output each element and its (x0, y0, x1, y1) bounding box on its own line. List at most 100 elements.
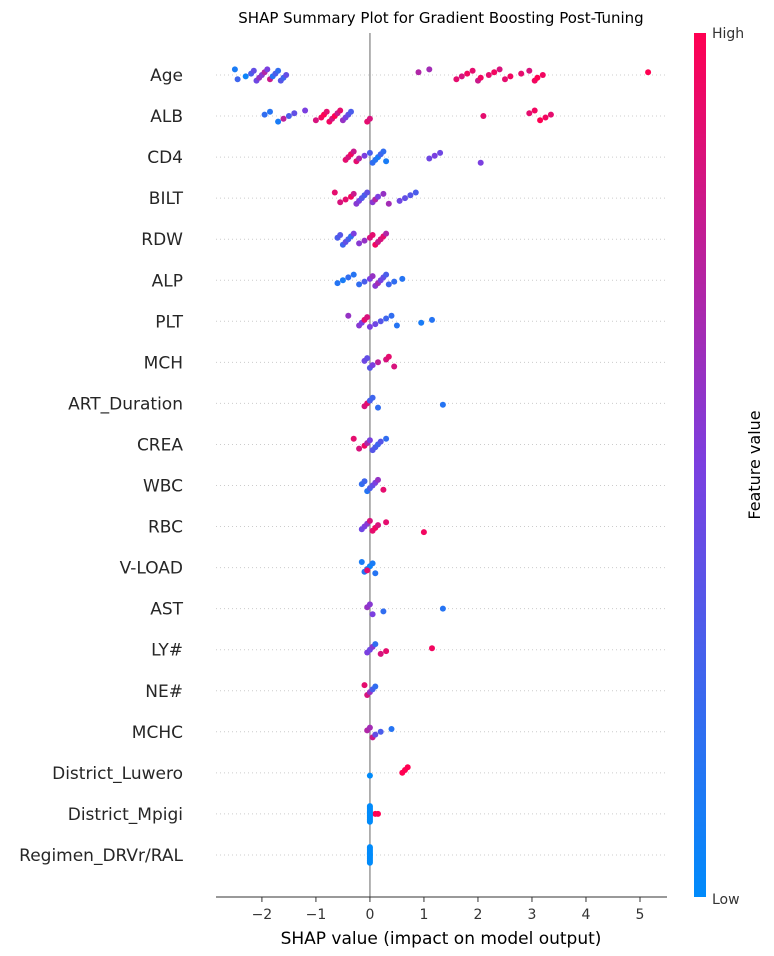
shap-point (361, 237, 368, 244)
colorbar: High Low Feature value (694, 26, 764, 908)
shap-point (439, 401, 446, 408)
shap-point (407, 192, 414, 199)
shap-point (418, 319, 425, 326)
shap-point (364, 189, 371, 196)
shap-point (388, 312, 395, 319)
shap-point (375, 404, 381, 411)
shap-point (429, 645, 435, 652)
colorbar-gradient (694, 33, 706, 897)
shap-point (415, 69, 422, 76)
shap-point (350, 435, 357, 442)
shap-point (391, 363, 398, 370)
shap-point (339, 277, 346, 284)
shap-point (369, 232, 376, 238)
shap-point (366, 772, 373, 779)
shap-point (361, 478, 368, 485)
shap-point (383, 315, 390, 322)
shap-point (437, 149, 444, 156)
feature-label: WBC (143, 477, 183, 497)
feature-label: BILT (149, 189, 184, 209)
shap-point (369, 560, 376, 567)
shap-point (366, 437, 373, 444)
shap-point (477, 159, 484, 166)
shap-point (485, 72, 492, 78)
shap-point (364, 355, 371, 362)
shap-point (420, 529, 427, 536)
x-axis-ticks: −2 −1 0 1 2 3 4 5 (252, 897, 645, 923)
feature-label: Regimen_DRVr/RAL (19, 846, 183, 866)
shap-point (429, 316, 435, 323)
shap-point (383, 271, 390, 278)
shap-point (364, 567, 371, 574)
shap-point (231, 66, 238, 73)
shap-point (302, 107, 309, 114)
shap-point (380, 190, 387, 197)
shap-point (261, 111, 268, 118)
shap-point (337, 199, 344, 206)
shap-point (366, 517, 373, 524)
shap-point (372, 683, 379, 690)
shap-point (426, 66, 433, 73)
shap-point (518, 70, 525, 77)
shap-point (366, 601, 373, 608)
shap-point (323, 108, 330, 115)
shap-point (264, 66, 271, 73)
shap-point (375, 193, 381, 200)
shap-point (539, 72, 546, 78)
shap-point (383, 230, 390, 237)
shap-point (377, 438, 384, 445)
shap-point (291, 110, 298, 117)
feature-label: MCH (144, 353, 183, 373)
shap-point (542, 114, 549, 121)
shap-point (350, 148, 357, 155)
feature-labels: Age ALB CD4 BILT RDW ALP PLT MCH ART_Duration CRE… (19, 66, 183, 866)
shap-point (439, 605, 446, 612)
shap-point (377, 318, 384, 325)
x-tick-label: −2 (252, 907, 273, 923)
x-tick-label: 2 (473, 907, 482, 923)
shap-point (369, 273, 376, 280)
shap-point (267, 108, 273, 115)
x-tick-label: 4 (582, 907, 591, 923)
shap-point (234, 76, 241, 83)
x-tick-label: 5 (636, 907, 645, 923)
shap-point (356, 155, 363, 162)
shap-point (358, 559, 365, 565)
shap-point (366, 724, 373, 731)
shap-point (366, 323, 373, 330)
shap-point (361, 278, 368, 285)
shap-point (645, 69, 652, 76)
shap-point (380, 486, 387, 493)
shap-point (375, 810, 381, 817)
shap-point (366, 859, 373, 866)
feature-label: PLT (155, 312, 183, 332)
shap-point (393, 322, 400, 329)
shap-point (275, 67, 282, 74)
shap-point (383, 648, 390, 655)
shap-point (388, 726, 395, 732)
shap-point (337, 232, 344, 238)
colorbar-high-label: High (712, 26, 744, 42)
shap-point (350, 230, 357, 237)
shap-point (337, 107, 344, 114)
shap-point (383, 435, 390, 442)
shap-point (383, 158, 390, 165)
shap-point (361, 682, 368, 689)
shap-point (348, 108, 354, 115)
shap-point (280, 115, 287, 122)
shap-point (285, 113, 292, 119)
feature-label: CD4 (147, 148, 183, 168)
feature-label: District_Luwero (52, 764, 183, 784)
shap-point (402, 195, 408, 202)
shap-point (375, 359, 381, 366)
feature-label: MCHC (132, 723, 183, 743)
feature-gridlines (216, 74, 667, 856)
shap-point (383, 519, 390, 526)
shap-point (356, 240, 363, 247)
shap-point (369, 611, 376, 618)
shap-point (350, 190, 357, 197)
shap-point (464, 70, 471, 77)
x-tick-label: −1 (306, 907, 327, 923)
shap-point (453, 76, 460, 83)
